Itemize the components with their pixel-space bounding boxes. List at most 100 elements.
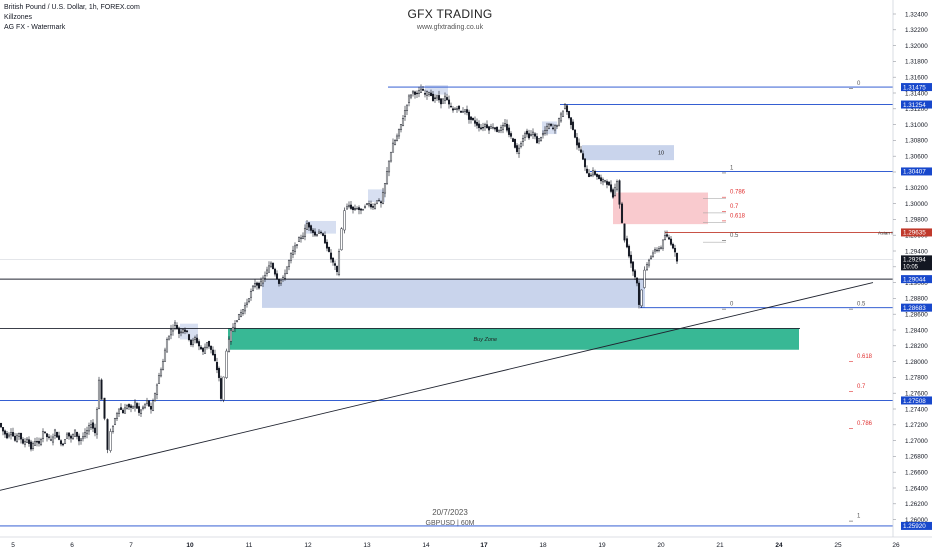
candle [463,109,467,112]
fib-label: 0.5 [730,233,739,239]
price-tick-label: 1.26200 [905,501,928,508]
candle [663,235,667,240]
candle [247,298,251,302]
candle [173,322,177,326]
candle [295,244,299,246]
fib-label: 1 [730,165,734,171]
candle [17,433,21,437]
candle [407,95,411,103]
candle [255,282,259,286]
price-label-badge [901,228,932,237]
candle [43,431,47,433]
candle [281,276,285,280]
candle [661,239,665,249]
price-tick-label: 1.27800 [905,375,928,382]
candle [469,116,473,120]
candle [497,130,501,133]
candle [465,109,469,113]
candle [399,124,403,130]
watermark-date: 20/7/2023 [432,508,468,517]
candle [519,143,523,147]
candle [467,111,471,120]
killzone-box [425,85,448,95]
price-label-value: 1.29294 [903,257,926,264]
candle [1,427,5,432]
indicator-watermark[interactable]: AG FX - Watermark [4,24,66,31]
candle [337,251,341,275]
candle [603,180,607,182]
candle [517,147,521,154]
candle [539,137,543,141]
price-label-value: 1.29044 [903,276,926,283]
candle [159,369,163,377]
price-tick-label: 1.27600 [905,391,928,398]
candle [103,397,106,419]
price-tick-label: 1.26600 [905,470,928,477]
premium-zone [613,192,708,225]
candle [387,160,391,173]
candle [541,132,545,136]
candle [511,138,515,142]
candle [397,128,401,137]
price-tick-label: 1.26800 [905,454,928,461]
price-label-badge [901,83,932,92]
candle [609,184,613,192]
candle [89,424,93,428]
candle [421,88,425,91]
candle [67,432,71,437]
candle [357,207,361,211]
candle [657,248,661,251]
candle [49,439,53,441]
candle [471,117,475,121]
supply-zone-label: 10 [658,151,664,157]
candle [263,275,267,279]
candle [69,435,73,439]
candle [287,260,291,267]
candle [501,124,505,130]
candle [305,223,309,230]
candle [429,92,433,97]
candle [151,400,155,411]
candle [347,204,351,207]
candle [229,329,233,342]
price-label-value: 1.31475 [903,84,926,91]
candle [271,263,275,269]
indicator-killzones[interactable]: Killzones [4,14,33,21]
candle [269,262,273,268]
candle [483,124,487,128]
candle [589,174,593,177]
candle [395,135,399,141]
candle [191,339,195,346]
price-tick-label: 1.32400 [905,11,928,18]
candle [647,259,651,266]
candle [655,249,659,252]
candle [325,241,329,249]
candle [473,120,477,124]
candle [265,269,269,274]
fib-label: 0.786 [857,421,873,427]
candle [311,229,315,233]
symbol-title[interactable]: British Pound / U.S. Dollar, 1h, FOREX.c… [4,4,140,11]
candle [7,434,11,437]
candle [551,127,555,129]
price-tick-label: 1.27200 [905,422,928,429]
candle [205,342,209,348]
time-tick-label: 24 [775,542,783,549]
candle [369,204,373,208]
price-tick-label: 1.31400 [905,90,928,97]
price-label-badge [901,396,932,405]
candle [587,173,591,178]
candle [313,231,317,236]
candle [365,203,369,205]
trendline [0,282,874,491]
candle [55,431,59,438]
candle [613,187,617,196]
candle [219,378,223,399]
candle [113,418,117,425]
candle [505,123,509,131]
candle [353,208,357,210]
candle [65,433,69,439]
watermark-site: www.gfxtrading.co.uk [416,24,484,31]
fib-label: 0 [857,81,861,87]
